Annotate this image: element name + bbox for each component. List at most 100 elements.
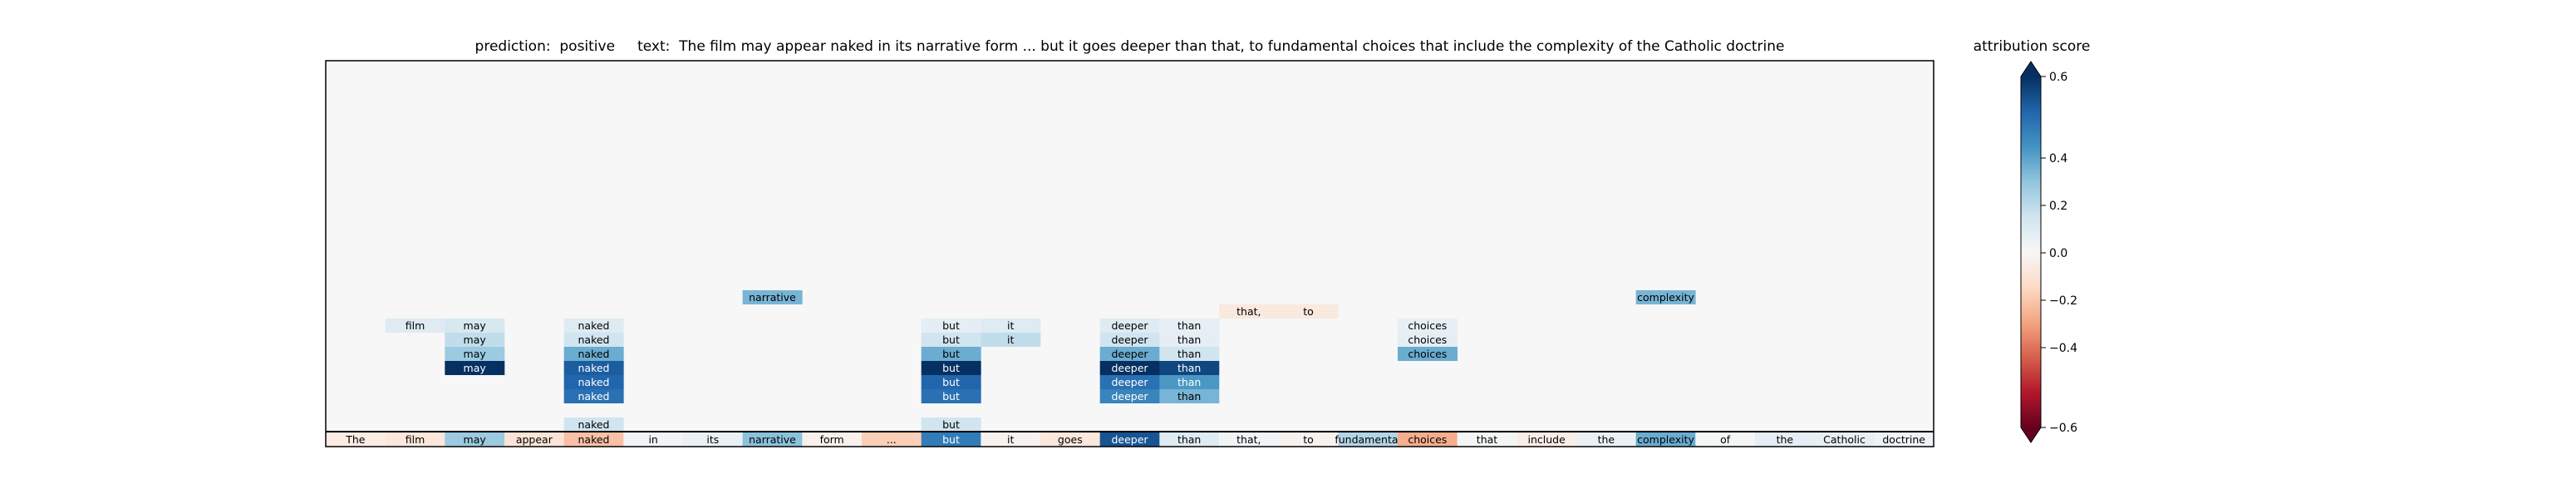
attribution-cell <box>563 375 624 389</box>
token-label: complexity <box>1637 433 1694 446</box>
attribution-label: than <box>1177 319 1201 332</box>
attribution-cell <box>1159 389 1220 403</box>
token-label: goes <box>1058 433 1083 446</box>
attribution-cell <box>1219 304 1279 319</box>
attribution-cell <box>921 333 981 347</box>
token-label: form <box>820 433 844 446</box>
attribution-label: deeper <box>1111 319 1148 332</box>
attribution-label: but <box>942 348 960 360</box>
attribution-label: naked <box>578 319 609 332</box>
token-cell <box>1457 432 1517 447</box>
attribution-cell <box>1278 304 1339 319</box>
attribution-cell <box>445 347 505 361</box>
colorbar: 0.6 0.4 0.2 0.0 −0.2 −0.4 −0.6 <box>2020 61 2077 443</box>
token-label: Catholic <box>1823 433 1866 446</box>
attribution-label: naked <box>578 362 609 374</box>
token-label: that, <box>1236 433 1261 446</box>
token-cell <box>862 432 922 447</box>
attribution-label: deeper <box>1111 348 1148 360</box>
plot-frame <box>325 60 1934 447</box>
attribution-label: it <box>1007 333 1014 346</box>
attribution-label: than <box>1177 362 1201 374</box>
colorbar-tick-label: −0.2 <box>2049 294 2077 308</box>
token-label: it <box>1007 433 1014 446</box>
attribution-label: may <box>464 319 487 332</box>
attribution-label: naked <box>578 333 609 346</box>
attribution-label: deeper <box>1111 390 1148 403</box>
token-cell <box>1398 432 1458 447</box>
attribution-label: deeper <box>1111 362 1148 374</box>
token-cell <box>1874 432 1934 447</box>
attribution-cell <box>1159 361 1220 375</box>
token-label: may <box>464 433 487 446</box>
token-cell <box>1695 432 1756 447</box>
colorbar-tick-label: 0.6 <box>2049 71 2067 84</box>
attribution-label: choices <box>1408 319 1447 332</box>
token-label: in <box>648 433 657 446</box>
token-cell <box>1576 432 1636 447</box>
attribution-cell <box>1099 319 1160 333</box>
token-label: of <box>1720 433 1731 446</box>
attribution-cell <box>1099 361 1160 375</box>
token-cell <box>1755 432 1815 447</box>
attribution-label: but <box>942 376 960 388</box>
token-cell <box>1099 432 1160 447</box>
token-label: choices <box>1408 433 1447 446</box>
attribution-cell <box>1398 319 1458 333</box>
attribution-label: may <box>464 362 487 374</box>
token-cell <box>1814 432 1875 447</box>
attribution-label: naked <box>578 390 609 403</box>
attribution-cell <box>1159 333 1220 347</box>
attribution-label: narrative <box>749 291 796 304</box>
attribution-cell <box>921 347 981 361</box>
attribution-cell <box>1159 375 1220 389</box>
attribution-cell <box>1159 319 1220 333</box>
attribution-cell <box>981 333 1041 347</box>
attribution-cell <box>1635 290 1696 304</box>
attribution-cell <box>921 417 981 432</box>
attribution-cell <box>921 319 981 333</box>
chart-title: prediction: positive text: The film may … <box>474 38 1785 55</box>
attribution-label: but <box>942 418 960 431</box>
attribution-cell <box>563 389 624 403</box>
token-cell <box>1517 432 1577 447</box>
token-cell <box>1219 432 1279 447</box>
colorbar-tick-label: −0.4 <box>2049 342 2077 355</box>
token-cell <box>742 432 803 447</box>
attribution-label: naked <box>578 418 609 431</box>
token-cell <box>326 432 386 447</box>
attribution-label: may <box>464 348 487 360</box>
attribution-label: film <box>406 319 425 332</box>
colorbar-tick-label: 0.0 <box>2049 247 2067 260</box>
attribution-cell <box>981 319 1041 333</box>
attribution-label: than <box>1177 376 1201 388</box>
token-label: include <box>1528 433 1566 446</box>
token-cell <box>385 432 445 447</box>
token-label: but <box>942 433 960 446</box>
attribution-cell <box>1099 389 1160 403</box>
attribution-cell <box>563 319 624 333</box>
attribution-label: deeper <box>1111 376 1148 388</box>
attribution-label: choices <box>1408 348 1447 360</box>
attribution-cell <box>1398 333 1458 347</box>
token-label: narrative <box>749 433 796 446</box>
token-label: naked <box>578 433 609 446</box>
token-label: doctrine <box>1882 433 1925 446</box>
token-cell <box>1635 432 1696 447</box>
attribution-cell <box>1159 347 1220 361</box>
attribution-cell <box>385 319 445 333</box>
token-label: ... <box>887 433 897 446</box>
token-cell <box>504 432 564 447</box>
token-label: appear <box>516 433 553 446</box>
attribution-label: deeper <box>1111 333 1148 346</box>
token-cell <box>1159 432 1220 447</box>
token-label: its <box>706 433 719 446</box>
attribution-cell <box>445 319 505 333</box>
attribution-label: that, <box>1236 305 1261 318</box>
token-cell <box>623 432 684 447</box>
token-cell <box>1338 432 1399 447</box>
token-cell <box>921 432 981 447</box>
colorbar-tick-label: 0.2 <box>2049 200 2067 213</box>
colorbar-min-extension <box>2021 427 2041 442</box>
